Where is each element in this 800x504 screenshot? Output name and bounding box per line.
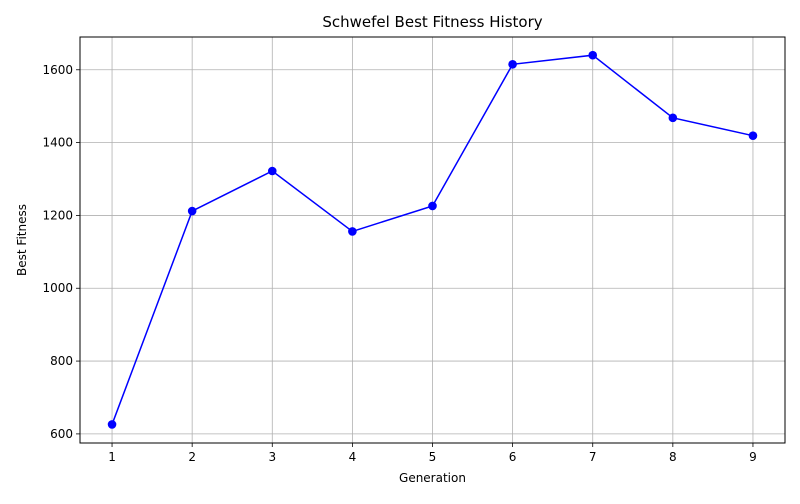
y-axis-label: Best Fitness — [15, 204, 29, 276]
data-point — [348, 227, 357, 236]
y-tick-label: 1000 — [42, 281, 73, 295]
chart-title: Schwefel Best Fitness History — [322, 13, 542, 31]
x-tick-label: 3 — [268, 450, 276, 464]
data-point — [748, 131, 758, 140]
y-tick-label: 1200 — [42, 208, 73, 222]
y-axis: 600 800 1000 1200 1400 1600 — [42, 63, 80, 441]
y-tick-label: 800 — [50, 354, 73, 368]
data-point — [588, 50, 598, 60]
data-point — [267, 166, 277, 176]
x-tick-label: 2 — [188, 450, 196, 464]
x-axis-label: Generation — [399, 471, 466, 485]
x-tick-label: 6 — [509, 450, 517, 464]
x-tick-label: 5 — [429, 450, 437, 464]
series-layer — [107, 50, 758, 429]
data-point — [668, 113, 678, 123]
y-tick-label: 600 — [50, 427, 73, 441]
y-tick-label: 1400 — [42, 136, 73, 150]
data-point — [428, 201, 437, 211]
x-tick-label: 4 — [349, 450, 357, 464]
x-tick-label: 9 — [749, 450, 757, 464]
y-tick-label: 1600 — [42, 63, 73, 77]
x-tick-label: 8 — [669, 450, 677, 464]
x-axis: 1 2 3 4 5 6 7 8 9 — [108, 443, 757, 464]
data-point — [107, 420, 117, 429]
data-point — [508, 60, 517, 69]
x-tick-label: 1 — [108, 450, 116, 464]
data-point — [187, 206, 197, 216]
grid — [80, 37, 785, 443]
x-tick-label: 7 — [589, 450, 597, 464]
